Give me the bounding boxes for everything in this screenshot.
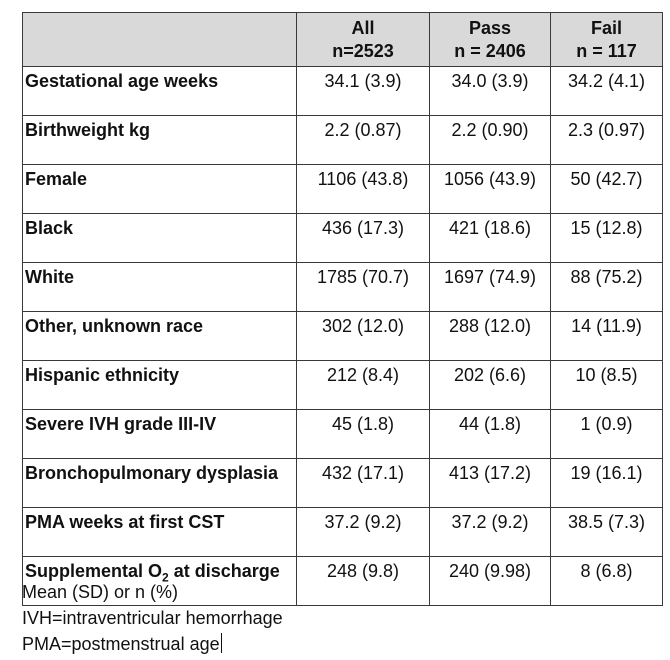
row-label: Birthweight kg (22, 115, 297, 165)
header-pass-n: n = 2406 (454, 40, 526, 61)
table-row: Hispanic ethnicity 212 (8.4) 202 (6.6) 1… (22, 360, 663, 410)
table-row: PMA weeks at first CST 37.2 (9.2) 37.2 (… (22, 507, 663, 557)
table-row: Female 1106 (43.8) 1056 (43.9) 50 (42.7) (22, 164, 663, 214)
header-all-title: All (351, 17, 375, 38)
fail-value: 14 (11.9) (550, 311, 663, 361)
table-row: Gestational age weeks 34.1 (3.9) 34.0 (3… (22, 66, 663, 116)
header-fail-n: n = 117 (576, 40, 637, 61)
header-pass-title: Pass (468, 17, 512, 38)
table-row: Severe IVH grade III-IV 45 (1.8) 44 (1.8… (22, 409, 663, 459)
table-row: Other, unknown race 302 (12.0) 288 (12.0… (22, 311, 663, 361)
fail-value: 10 (8.5) (550, 360, 663, 410)
pass-value: 202 (6.6) (429, 360, 551, 410)
pass-value: 1697 (74.9) (429, 262, 551, 312)
all-value: 2.2 (0.87) (296, 115, 430, 165)
all-value: 37.2 (9.2) (296, 507, 430, 557)
pass-value: 34.0 (3.9) (429, 66, 551, 116)
fail-value: 15 (12.8) (550, 213, 663, 263)
pass-value: 37.2 (9.2) (429, 507, 551, 557)
all-value: 302 (12.0) (296, 311, 430, 361)
all-value: 436 (17.3) (296, 213, 430, 263)
pass-value: 421 (18.6) (429, 213, 551, 263)
row-label: Supplemental O2 at discharge (22, 556, 297, 606)
all-value: 34.1 (3.9) (296, 66, 430, 116)
row-label-subscript: 2 (162, 570, 169, 585)
fail-value: 88 (75.2) (550, 262, 663, 312)
pass-value: 44 (1.8) (429, 409, 551, 459)
pass-value: 240 (9.98) (429, 556, 551, 606)
row-label: PMA weeks at first CST (22, 507, 297, 557)
fail-value: 19 (16.1) (550, 458, 663, 508)
header-row: All n=2523 Pass n = 2406 Fail n = 117 (22, 12, 663, 67)
pass-value: 1056 (43.9) (429, 164, 551, 214)
row-label: Severe IVH grade III-IV (22, 409, 297, 459)
row-label-suffix: at discharge (168, 561, 280, 581)
row-label: Gestational age weeks (22, 66, 297, 116)
header-fail-title: Fail (590, 17, 622, 38)
row-label-prefix: Supplemental O (25, 561, 163, 581)
pass-value: 288 (12.0) (429, 311, 551, 361)
table-row: Bronchopulmonary dysplasia 432 (17.1) 41… (22, 458, 663, 508)
header-pass-cell: Pass n = 2406 (429, 12, 551, 67)
row-label: Hispanic ethnicity (22, 360, 297, 410)
header-all-cell: All n=2523 (296, 12, 430, 67)
footnote-line: Mean (SD) or n (%) (22, 582, 179, 602)
text-cursor[interactable] (220, 633, 222, 653)
header-fail-cell: Fail n = 117 (550, 12, 663, 67)
all-value: 1106 (43.8) (296, 164, 430, 214)
row-label: Female (22, 164, 297, 214)
characteristics-table: All n=2523 Pass n = 2406 Fail n = 117 Ge… (22, 12, 663, 606)
row-label: Bronchopulmonary dysplasia (22, 458, 297, 508)
table-footnotes: Mean (SD) or n (%) IVH=intraventricular … (22, 579, 283, 657)
row-label: Other, unknown race (22, 311, 297, 361)
header-all-n: n=2523 (332, 40, 394, 61)
table-row: Birthweight kg 2.2 (0.87) 2.2 (0.90) 2.3… (22, 115, 663, 165)
row-label: White (22, 262, 297, 312)
row-label: Black (22, 213, 297, 263)
header-label-cell (22, 12, 297, 67)
pass-value: 2.2 (0.90) (429, 115, 551, 165)
table-row: Supplemental O2 at discharge 248 (9.8) 2… (22, 556, 663, 606)
fail-value: 8 (6.8) (550, 556, 663, 606)
all-value: 45 (1.8) (296, 409, 430, 459)
fail-value: 38.5 (7.3) (550, 507, 663, 557)
table-row: White 1785 (70.7) 1697 (74.9) 88 (75.2) (22, 262, 663, 312)
all-value: 248 (9.8) (296, 556, 430, 606)
all-value: 432 (17.1) (296, 458, 430, 508)
fail-value: 1 (0.9) (550, 409, 663, 459)
footnote-line: PMA=postmenstrual age (22, 631, 283, 657)
footnote-line: IVH=intraventricular hemorrhage (22, 608, 283, 628)
all-value: 212 (8.4) (296, 360, 430, 410)
fail-value: 2.3 (0.97) (550, 115, 663, 165)
pass-value: 413 (17.2) (429, 458, 551, 508)
fail-value: 34.2 (4.1) (550, 66, 663, 116)
footnote-text: PMA=postmenstrual age (22, 634, 220, 654)
all-value: 1785 (70.7) (296, 262, 430, 312)
table-row: Black 436 (17.3) 421 (18.6) 15 (12.8) (22, 213, 663, 263)
fail-value: 50 (42.7) (550, 164, 663, 214)
